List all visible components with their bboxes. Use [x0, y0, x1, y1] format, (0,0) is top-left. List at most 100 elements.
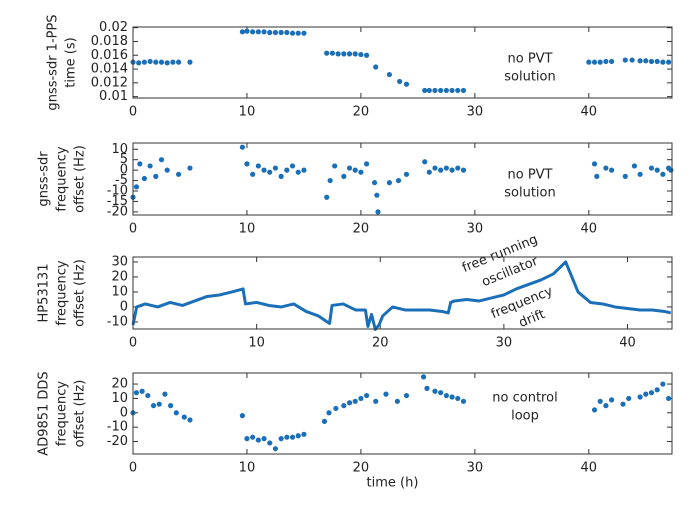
data-point — [665, 59, 672, 65]
data-point — [341, 403, 347, 409]
data-point — [250, 434, 256, 440]
data-point — [239, 144, 245, 150]
data-point — [147, 58, 153, 65]
data-point — [443, 392, 449, 399]
data-point — [272, 165, 279, 171]
data-point — [244, 28, 250, 34]
data-point — [346, 51, 353, 57]
data-point — [175, 171, 182, 177]
y-tick-label: 0.01 — [99, 89, 128, 104]
data-point — [455, 87, 461, 94]
data-point — [187, 59, 193, 65]
data-point — [637, 394, 643, 400]
data-point — [386, 71, 392, 78]
data-point — [422, 87, 428, 94]
x-tick-label: 20 — [353, 461, 370, 476]
plot-frame — [132, 142, 673, 216]
data-point — [432, 388, 438, 394]
data-point — [133, 184, 140, 190]
data-point — [591, 59, 598, 65]
data-point — [239, 413, 245, 419]
annotation: no PVT — [508, 168, 553, 183]
y-tick-label: -10 — [107, 420, 128, 435]
x-tick-label: 40 — [581, 461, 598, 476]
y-tick-label: 0 — [120, 405, 128, 420]
data-point — [665, 395, 672, 402]
data-point — [267, 169, 273, 175]
data-point — [364, 392, 370, 399]
annotation: no PVT — [508, 52, 553, 67]
annotation: solution — [504, 70, 555, 85]
data-point — [139, 388, 145, 394]
data-point — [301, 167, 307, 173]
data-point — [626, 395, 632, 402]
x-tick-label: 20 — [372, 336, 389, 351]
data-point — [327, 177, 333, 184]
data-point — [397, 78, 403, 85]
data-point — [403, 81, 410, 87]
data-point — [603, 165, 609, 171]
y-tick-label: -15 — [107, 194, 128, 209]
data-point — [255, 437, 261, 443]
data-point — [631, 163, 637, 169]
x-tick-label: 10 — [248, 336, 265, 351]
data-point — [324, 50, 330, 56]
data-point — [284, 29, 290, 36]
data-point — [346, 165, 353, 171]
data-point — [426, 87, 432, 94]
data-point — [289, 30, 296, 36]
data-point — [637, 58, 643, 64]
y-axis-label: frequency — [55, 146, 70, 212]
data-point — [137, 161, 143, 167]
data-point — [373, 398, 379, 404]
data-point — [289, 434, 296, 440]
x-tick-label: 20 — [353, 222, 370, 237]
data-point — [301, 30, 307, 36]
data-point — [141, 175, 147, 182]
data-point — [289, 163, 296, 169]
data-point — [629, 57, 635, 63]
data-point — [250, 171, 256, 177]
data-point — [164, 167, 170, 173]
data-point — [364, 161, 370, 167]
data-point — [255, 29, 261, 35]
data-point — [591, 161, 598, 167]
data-point — [432, 165, 438, 171]
data-line — [131, 260, 672, 331]
data-point — [352, 51, 358, 57]
y-tick-label: 0.012 — [91, 75, 128, 90]
y-axis-label: offset (Hz) — [73, 259, 88, 327]
data-point — [420, 374, 427, 380]
data-point — [136, 60, 142, 66]
data-point — [622, 173, 628, 179]
data-point — [244, 161, 250, 167]
data-point — [654, 387, 660, 393]
data-point — [156, 401, 162, 407]
data-point — [460, 87, 467, 94]
data-point — [244, 436, 250, 442]
data-point — [272, 29, 279, 36]
x-tick-label: 40 — [581, 105, 598, 120]
data-point — [158, 157, 165, 163]
y-tick-label: 0.014 — [91, 62, 128, 77]
data-point — [341, 51, 347, 57]
data-point — [586, 59, 592, 65]
y-axis-label: frequency — [55, 381, 70, 447]
x-tick-label: 30 — [467, 105, 484, 120]
data-point — [648, 165, 655, 171]
data-point — [654, 167, 660, 173]
data-point — [364, 52, 370, 58]
data-point — [284, 167, 290, 173]
x-tick-label: 0 — [129, 336, 137, 351]
y-tick-label: 0.02 — [99, 20, 128, 35]
data-point — [449, 87, 455, 94]
data-point — [153, 59, 159, 65]
annotation: no control — [492, 391, 557, 406]
data-point — [424, 385, 430, 391]
data-point — [455, 165, 461, 171]
data-point — [648, 390, 655, 396]
data-point — [403, 171, 410, 177]
x-tick-label: 10 — [239, 105, 256, 120]
data-point — [597, 59, 603, 65]
